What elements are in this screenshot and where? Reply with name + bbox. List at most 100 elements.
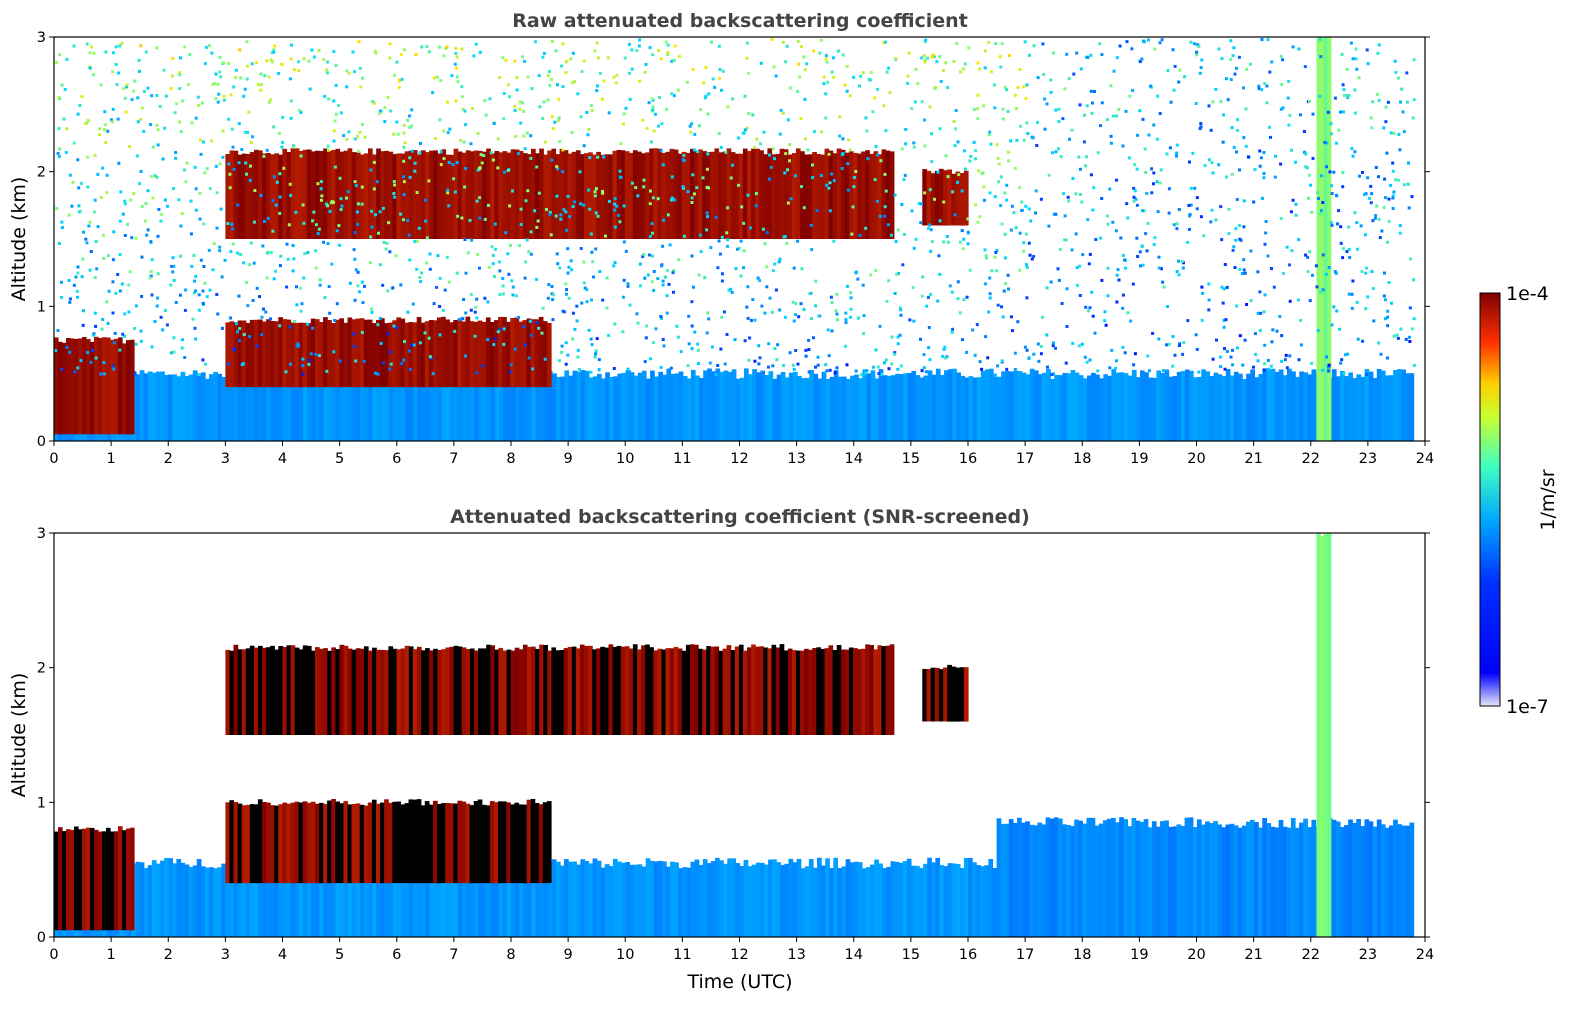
- boundary-layer-aerosol-cell: [486, 857, 492, 937]
- boundary-layer-aerosol-cell: [1050, 379, 1055, 441]
- noise-cell: [1294, 160, 1297, 164]
- cloud-layer-cell: [653, 148, 658, 239]
- cloud-layer-cell: [474, 650, 479, 735]
- x-tick-label: 7: [449, 451, 458, 467]
- noise-cell: [1080, 200, 1084, 204]
- noise-cell: [118, 44, 122, 48]
- noise-cell: [1189, 203, 1193, 207]
- noise-cell: [1309, 183, 1313, 187]
- noise-cell: [939, 80, 943, 83]
- boundary-layer-aerosol-cell: [588, 377, 594, 441]
- boundary-layer-aerosol-cell: [1033, 825, 1039, 937]
- noise-cell: [763, 311, 767, 315]
- noise-cell: [1049, 78, 1053, 82]
- noise-cell: [1005, 367, 1009, 371]
- boundary-layer-aerosol-cell: [1242, 379, 1247, 441]
- noise-cell: [1058, 247, 1062, 251]
- x-tick-label: 11: [673, 451, 691, 467]
- boundary-layer-aerosol-cell: [348, 377, 353, 441]
- noise-cell: [178, 293, 182, 297]
- noise-cell: [709, 246, 713, 250]
- noise-cell: [658, 96, 661, 99]
- noise-cell: [903, 232, 906, 236]
- noise-cell: [783, 171, 787, 175]
- boundary-layer-aerosol-cell: [592, 376, 598, 441]
- noise-cell: [1288, 354, 1292, 358]
- noise-cell: [804, 348, 808, 352]
- cloud-layer-cell: [355, 152, 361, 239]
- noise-cell: [386, 289, 390, 293]
- noise-cell: [922, 54, 926, 58]
- noise-cell: [570, 131, 574, 134]
- boundary-layer-aerosol-cell: [903, 373, 908, 441]
- noise-cell: [162, 68, 166, 72]
- noise-cell: [408, 114, 411, 118]
- noise-cell: [1195, 207, 1199, 211]
- noise-cell: [140, 255, 144, 259]
- noise-cell: [1269, 135, 1272, 139]
- boundary-layer-aerosol-cell: [723, 370, 729, 441]
- noise-cell: [975, 323, 979, 327]
- noise-cell: [1378, 236, 1382, 239]
- noise-cell: [229, 316, 233, 320]
- noise-cell: [151, 145, 155, 149]
- noise-cell: [1014, 226, 1018, 230]
- boundary-layer-aerosol-cell: [1380, 370, 1386, 441]
- noise-cell: [1323, 140, 1327, 144]
- boundary-layer-aerosol-cell: [596, 860, 602, 937]
- noise-cell: [1109, 84, 1113, 88]
- noise-cell: [976, 107, 980, 111]
- boundary-layer-aerosol-cell: [1213, 821, 1218, 937]
- noise-cell: [381, 206, 385, 210]
- low-cloud-cell: [98, 338, 103, 435]
- noise-cell: [673, 44, 677, 48]
- noise-cell: [1207, 298, 1211, 302]
- noise-cell: [735, 247, 739, 251]
- noise-cell: [420, 45, 424, 49]
- boundary-layer-aerosol-cell: [237, 370, 243, 441]
- boundary-layer-aerosol-cell: [891, 375, 896, 441]
- boundary-layer-aerosol-cell: [1262, 818, 1267, 937]
- boundary-layer-aerosol-cell: [1331, 819, 1337, 937]
- cloud-layer-cell: [616, 149, 622, 239]
- boundary-layer-aerosol-cell: [1042, 372, 1047, 441]
- cloud-layer-cell: [510, 149, 516, 239]
- noise-cell: [1384, 105, 1388, 109]
- noise-cell: [976, 93, 980, 97]
- noise-cell: [1307, 196, 1310, 200]
- noise-cell: [555, 194, 559, 198]
- noise-cell: [363, 284, 366, 288]
- noise-cell: [634, 186, 638, 190]
- noise-cell: [1387, 219, 1391, 223]
- cloud-layer-cell: [857, 649, 862, 735]
- boundary-layer-aerosol-cell: [886, 375, 892, 441]
- noise-cell: [1028, 253, 1032, 257]
- noise-cell: [323, 296, 327, 300]
- noise-cell: [1217, 47, 1221, 51]
- noise-cell: [62, 117, 66, 121]
- noise-cell: [1169, 100, 1173, 104]
- noise-cell: [104, 141, 108, 145]
- noise-cell: [199, 138, 202, 142]
- noise-cell: [1199, 122, 1203, 125]
- low-cloud-cell: [86, 339, 91, 435]
- cloud-cell: [955, 171, 961, 226]
- noise-cell: [221, 129, 225, 133]
- noise-cell: [1245, 67, 1249, 71]
- noise-cell: [174, 102, 178, 106]
- noise-cell: [944, 61, 948, 65]
- noise-cell: [510, 279, 514, 283]
- noise-cell: [702, 81, 706, 85]
- cloud-layer-cell: [392, 801, 397, 884]
- noise-cell: [1304, 152, 1308, 156]
- noise-cell: [570, 81, 574, 85]
- boundary-layer-aerosol-cell: [735, 378, 741, 441]
- cloud-layer-cell: [404, 322, 410, 388]
- noise-cell: [392, 324, 396, 328]
- noise-cell: [557, 359, 561, 363]
- noise-cell: [56, 151, 60, 155]
- noise-cell: [1369, 116, 1373, 120]
- noise-cell: [1407, 206, 1411, 210]
- boundary-layer-aerosol-cell: [364, 373, 369, 441]
- noise-cell: [774, 288, 778, 292]
